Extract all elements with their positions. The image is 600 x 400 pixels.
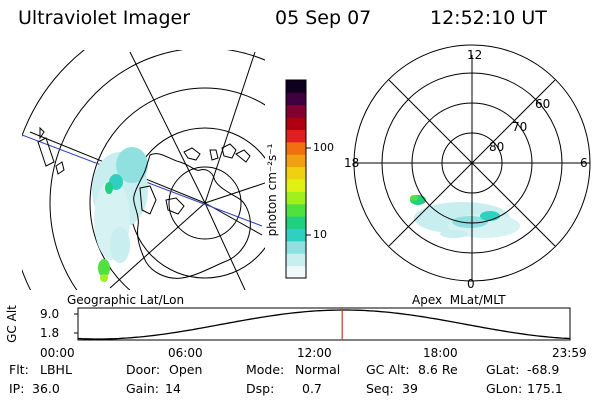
altitude-xtick: 18:00 (423, 346, 458, 360)
lon-line (109, 202, 206, 289)
colorbar-segment (286, 265, 306, 279)
filter-label: Flt: (9, 362, 29, 377)
apex-polar-plot (353, 44, 591, 282)
coastline (37, 137, 55, 167)
filter-value: LBHL (40, 362, 72, 377)
coastline (221, 143, 237, 159)
colorbar-segment (286, 80, 306, 93)
mlat-label-70: 70 (512, 120, 528, 134)
colorbar-segment (286, 240, 306, 254)
colorbar-segment (286, 216, 306, 229)
image-date: 05 Sep 07 (275, 7, 372, 29)
colorbar-segment (286, 129, 306, 143)
mlat-label-60: 60 (535, 97, 551, 111)
altitude-ylabel: GC Alt (5, 305, 19, 343)
lon-line (204, 51, 256, 204)
gc-alt-value: 8.6 Re (418, 362, 458, 377)
coastline (55, 161, 65, 175)
left-panel-caption: Geographic Lat/Lon (67, 293, 185, 307)
colorbar-segment (286, 141, 306, 155)
coastline (209, 149, 219, 161)
mlt-label-0: 0 (467, 277, 475, 291)
altitude-plot (74, 307, 571, 341)
mode-value: Normal (295, 362, 341, 377)
coastline (183, 147, 201, 161)
ip-label: IP: (9, 381, 25, 396)
instrument-title: Ultraviolet Imager (18, 7, 191, 29)
aurora-emission (92, 147, 148, 282)
coastline (39, 126, 45, 140)
seq-label: Seq: (366, 381, 394, 396)
glon-label: GLon: (486, 381, 523, 396)
aurora-oval (410, 195, 520, 238)
antarctica-coastline (133, 153, 251, 279)
colorbar-segment (286, 104, 306, 118)
mode-label: Mode: (246, 362, 285, 377)
altitude-xtick: 12:00 (297, 346, 332, 360)
door-label: Door: (126, 362, 161, 377)
glat-label: GLat: (486, 362, 520, 377)
colorbar-segment (286, 203, 306, 217)
colorbar-unit-label: photon cm⁻²s⁻¹ (265, 143, 279, 237)
ip-value: 36.0 (32, 381, 60, 396)
gc-alt-label: GC Alt: (366, 362, 410, 377)
lon-line (204, 202, 246, 290)
glat-value: -68.9 (527, 362, 560, 377)
altitude-xtick: 23:59 (552, 346, 587, 360)
mlt-label-18: 18 (344, 156, 360, 170)
colorbar-tick-10: 10 (313, 228, 327, 241)
coastline (235, 149, 251, 163)
mlt-label-12: 12 (467, 48, 483, 62)
image-time: 12:52:10 UT (430, 7, 547, 29)
lon-line (204, 182, 265, 204)
colorbar-segment (286, 179, 306, 192)
coastline (139, 185, 157, 215)
colorbar-segment (286, 253, 306, 267)
lat-circle (49, 50, 265, 290)
gain-value: 14 (165, 381, 181, 396)
door-value: Open (169, 362, 203, 377)
lat-circle (168, 166, 242, 240)
colorbar-segment (286, 117, 306, 130)
altitude-ytick-1.8: 1.8 (40, 326, 60, 340)
dsp-label: Dsp: (246, 381, 275, 396)
altitude-xtick: 00:00 (40, 346, 75, 360)
colorbar (285, 79, 311, 279)
gain-label: Gain: (126, 381, 159, 396)
altitude-ytick-9: 9.0 (40, 307, 60, 321)
colorbar-segment (286, 92, 306, 106)
coastline (165, 197, 185, 215)
right-panel-caption: Apex MLat/MLT (412, 293, 506, 307)
altitude-curve (77, 309, 571, 340)
glon-value: 175.1 (527, 381, 563, 396)
mlt-line (388, 79, 556, 247)
mlat-label-80: 80 (489, 140, 505, 154)
altitude-xtick: 06:00 (168, 346, 203, 360)
seq-value: 39 (402, 381, 418, 396)
colorbar-segment (286, 191, 306, 205)
mlt-label-6: 6 (580, 156, 588, 170)
colorbar-segment (286, 154, 306, 168)
colorbar-tick-100: 100 (313, 141, 334, 154)
dsp-value: 0.7 (302, 381, 322, 396)
lon-line (129, 51, 206, 204)
colorbar-segment (286, 166, 306, 180)
colorbar-segment (286, 228, 306, 242)
lat-circle (89, 87, 265, 290)
